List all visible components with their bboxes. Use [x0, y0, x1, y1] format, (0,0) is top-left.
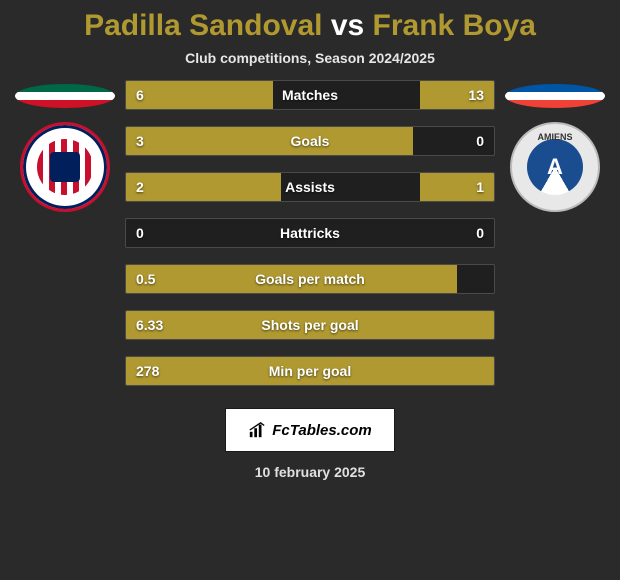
flag-mexico-icon: [15, 84, 115, 108]
page-title: Padilla Sandoval vs Frank Boya: [84, 8, 536, 44]
stat-left-value: 6: [136, 87, 144, 103]
stat-label: Goals: [291, 133, 330, 149]
stat-row: 0 Hattricks 0: [125, 218, 495, 248]
badge-swirl-icon: A: [527, 139, 583, 195]
stat-label: Goals per match: [255, 271, 365, 287]
stat-row: 278 Min per goal: [125, 356, 495, 386]
bar-fill-left: [126, 81, 273, 109]
brand-logo: FcTables.com: [225, 408, 395, 452]
stat-row: 6 Matches 13: [125, 80, 495, 110]
stat-right-value: 13: [468, 87, 484, 103]
stat-row: 2 Assists 1: [125, 172, 495, 202]
stat-bars: 6 Matches 13 3 Goals 0 2 Assists 1: [125, 80, 495, 386]
bar-fill-left: [126, 173, 281, 201]
flag-france-icon: [505, 84, 605, 108]
right-side-column: AMIENS A: [505, 80, 605, 212]
stat-label: Shots per goal: [261, 317, 358, 333]
subtitle: Club competitions, Season 2024/2025: [185, 50, 435, 66]
footer-date: 10 february 2025: [255, 464, 366, 480]
stat-row: 0.5 Goals per match: [125, 264, 495, 294]
left-side-column: [15, 80, 115, 212]
club-badge-right: AMIENS A: [510, 122, 600, 212]
brand-text: FcTables.com: [272, 422, 371, 439]
club-badge-left: [20, 122, 110, 212]
stat-right-value: 1: [476, 179, 484, 195]
stat-row: 3 Goals 0: [125, 126, 495, 156]
vs-text: vs: [331, 9, 364, 42]
stat-left-value: 0.5: [136, 271, 155, 287]
stat-left-value: 278: [136, 363, 159, 379]
stat-row: 6.33 Shots per goal: [125, 310, 495, 340]
stat-left-value: 3: [136, 133, 144, 149]
player2-name: Frank Boya: [373, 9, 536, 42]
stat-left-value: 0: [136, 225, 144, 241]
stat-left-value: 6.33: [136, 317, 163, 333]
badge-ribbon-text: AMIENS: [537, 132, 572, 142]
player1-name: Padilla Sandoval: [84, 9, 322, 42]
badge-stripes-icon: [37, 139, 93, 195]
bar-fill-left: [126, 127, 413, 155]
stat-right-value: 0: [476, 133, 484, 149]
main-area: 6 Matches 13 3 Goals 0 2 Assists 1: [0, 80, 620, 386]
comparison-card: Padilla Sandoval vs Frank Boya Club comp…: [0, 0, 620, 580]
stat-right-value: 0: [476, 225, 484, 241]
chart-icon: [248, 421, 266, 439]
stat-label: Assists: [285, 179, 335, 195]
badge-center-icon: [50, 152, 80, 182]
stat-left-value: 2: [136, 179, 144, 195]
stat-label: Matches: [282, 87, 338, 103]
stat-label: Min per goal: [269, 363, 351, 379]
stat-label: Hattricks: [280, 225, 340, 241]
